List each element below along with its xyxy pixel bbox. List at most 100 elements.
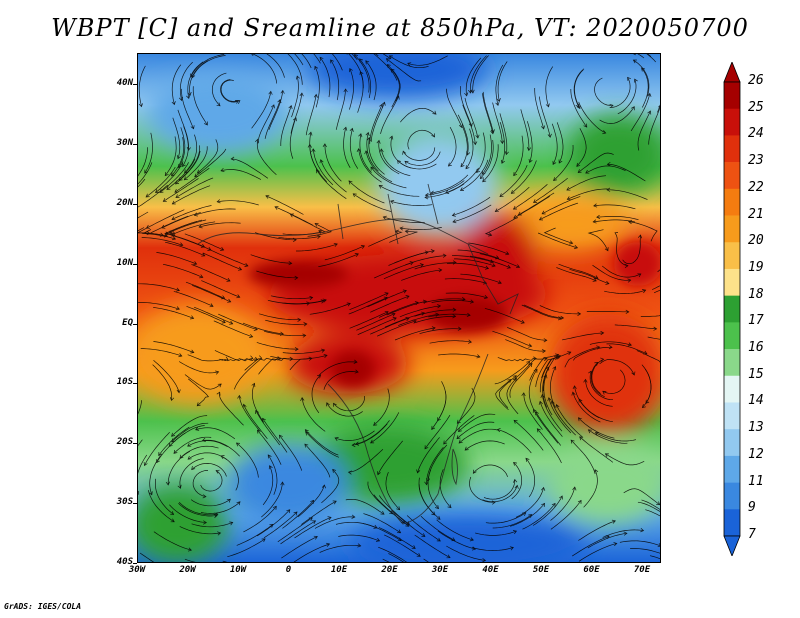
streamline-arrow (187, 91, 192, 96)
x-tick-label: 40E (482, 565, 499, 575)
streamline-arrow (594, 275, 599, 280)
streamline (426, 446, 444, 485)
streamline (430, 174, 469, 194)
streamline (533, 177, 568, 203)
streamline (169, 504, 207, 523)
streamline-arrow (404, 160, 409, 165)
streamline (141, 237, 183, 246)
streamline-arrow (351, 514, 356, 519)
streamline-arrow (642, 289, 647, 294)
streamline-arrow (442, 253, 447, 258)
streamline (138, 147, 148, 177)
streamline (567, 188, 608, 200)
streamline (202, 439, 240, 457)
streamline (281, 536, 318, 559)
colorbar-label: 23 (748, 153, 764, 169)
streamline (318, 361, 358, 376)
streamline-arrow (416, 469, 421, 474)
streamline (319, 544, 361, 553)
streamline (542, 355, 561, 392)
streamline (311, 374, 321, 414)
streamline (460, 86, 473, 127)
streamline (443, 415, 475, 445)
streamline (184, 134, 198, 174)
streamline (578, 543, 617, 562)
streamline (305, 94, 317, 136)
streamline (648, 106, 660, 145)
streamline-arrow (286, 509, 291, 514)
streamline (465, 128, 474, 169)
streamline-arrow (325, 402, 330, 407)
streamline-arrow (604, 247, 609, 252)
streamline-arrow (300, 397, 305, 401)
streamline (265, 319, 307, 325)
streamline (532, 495, 563, 526)
streamline-arrow (608, 345, 613, 350)
streamline-arrow (631, 106, 635, 111)
streamline (289, 117, 297, 159)
y-tick-label: EQ (122, 317, 133, 328)
streamline (539, 305, 581, 315)
streamline-arrow (268, 465, 273, 470)
streamline (179, 458, 204, 489)
streamline-arrow (178, 96, 184, 102)
streamline (343, 127, 351, 168)
streamline (352, 193, 392, 212)
streamline (556, 122, 564, 164)
streamline-arrow (471, 546, 477, 551)
streamline (270, 355, 312, 360)
streamline-arrow (294, 347, 299, 352)
streamline-arrow (190, 349, 195, 354)
streamline (380, 148, 411, 177)
streamline-arrow (332, 468, 337, 473)
streamline (589, 371, 614, 401)
streamline (472, 55, 489, 94)
streamline-arrow (509, 546, 514, 551)
streamline-arrow (592, 277, 597, 282)
streamline (606, 343, 648, 355)
streamline (404, 151, 441, 166)
colorbar (723, 62, 741, 556)
streamline (577, 152, 614, 173)
streamline-arrow (171, 216, 176, 221)
streamline-arrow (431, 425, 436, 430)
streamline (378, 302, 419, 318)
streamline (242, 322, 284, 335)
streamline-arrow (237, 266, 243, 271)
streamline-arrow (385, 58, 390, 63)
streamline-arrow (249, 355, 254, 360)
streamline (163, 178, 199, 202)
streamline (156, 432, 186, 463)
streamline-arrow (575, 103, 580, 108)
streamline-arrow (541, 486, 546, 491)
streamline-arrow (495, 255, 500, 260)
streamline (366, 132, 379, 172)
streamline (301, 397, 326, 432)
streamline (181, 88, 194, 129)
streamline-arrow (389, 135, 394, 140)
streamline (301, 500, 337, 525)
streamline (564, 346, 600, 368)
streamline (398, 313, 439, 326)
colorbar-segment (724, 455, 740, 483)
streamline-arrow (138, 103, 143, 108)
streamline (211, 72, 227, 107)
streamline (138, 439, 143, 447)
streamline (177, 109, 189, 151)
streamline (301, 54, 312, 69)
streamline (171, 422, 209, 443)
streamline (167, 450, 191, 485)
streamline (492, 330, 532, 347)
streamline (414, 315, 456, 324)
x-tick-label: 20E (381, 565, 398, 575)
streamline (266, 54, 285, 78)
streamline (243, 506, 277, 533)
streamline (365, 60, 377, 101)
streamline (172, 185, 211, 205)
streamline (537, 232, 578, 249)
streamline-arrow (190, 125, 195, 130)
streamline (261, 482, 283, 518)
streamline-arrow (547, 133, 552, 138)
colorbar-segment (724, 429, 740, 457)
streamline (518, 192, 555, 216)
